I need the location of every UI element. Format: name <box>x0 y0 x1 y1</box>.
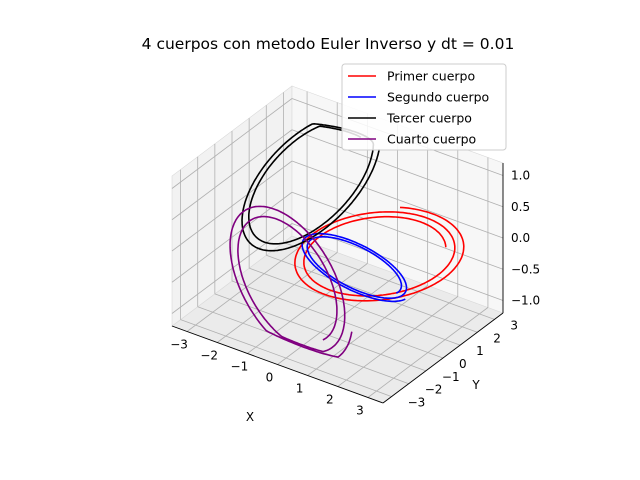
z-tick-label: −0.5 <box>511 262 540 276</box>
legend-label: Cuarto cuerpo <box>387 132 476 147</box>
x-tick-label: 1 <box>296 382 304 396</box>
z-tick-label: 0.5 <box>511 200 530 214</box>
series-line-1 <box>294 206 465 302</box>
x-tick-label: 3 <box>356 404 364 418</box>
series-line-4 <box>229 205 353 358</box>
grid-y-floor <box>180 319 392 397</box>
x-axis-label: X <box>246 410 254 424</box>
grid-y-floor <box>266 254 478 333</box>
y-tick-label: −1 <box>442 370 460 384</box>
grid-z-left <box>171 129 293 221</box>
series-line-2 <box>301 232 408 303</box>
grid-y-floor <box>249 267 461 346</box>
y-tick-label: −2 <box>425 383 443 397</box>
grid-z-left <box>171 223 293 314</box>
x-tick-label: 2 <box>326 393 334 407</box>
legend-label: Segundo cuerpo <box>387 90 489 105</box>
x-axis-line <box>171 325 384 404</box>
y-tick-label: −3 <box>408 396 426 410</box>
y-axis-label: Y <box>471 378 480 392</box>
grid-y-floor <box>231 280 444 359</box>
grid-y-floor <box>214 293 426 372</box>
x-tick-label: 0 <box>266 371 274 385</box>
grid-z-back <box>291 191 504 270</box>
y-axis-line <box>382 312 504 404</box>
legend: Primer cuerpo Segundo cuerpo Tercer cuerpo… <box>341 63 507 151</box>
grid-z-left <box>171 160 293 252</box>
legend-label: Primer cuerpo <box>387 69 475 84</box>
chart-title: 4 cuerpos con metodo Euler Inverso y dt … <box>142 35 515 53</box>
grid-z-left <box>171 191 293 283</box>
legend-box <box>341 63 507 151</box>
grid-z-left <box>171 98 293 189</box>
x-tick-label: −3 <box>170 338 188 352</box>
z-tick-label: 1.0 <box>511 169 530 183</box>
x-tick-label: −2 <box>200 349 218 363</box>
y-tick-label: 1 <box>476 344 484 358</box>
y-tick-label: 2 <box>493 331 501 345</box>
z-tick-label: 0.0 <box>511 231 530 245</box>
y-tick-label: 0 <box>459 357 467 371</box>
grid-z-back <box>291 160 504 239</box>
x-tick-label: −1 <box>231 360 249 374</box>
y-tick-label: 3 <box>510 318 518 332</box>
grid-z-back <box>291 129 504 208</box>
z-tick-label: −1.0 <box>511 294 540 308</box>
legend-label: Tercer cuerpo <box>386 111 472 126</box>
